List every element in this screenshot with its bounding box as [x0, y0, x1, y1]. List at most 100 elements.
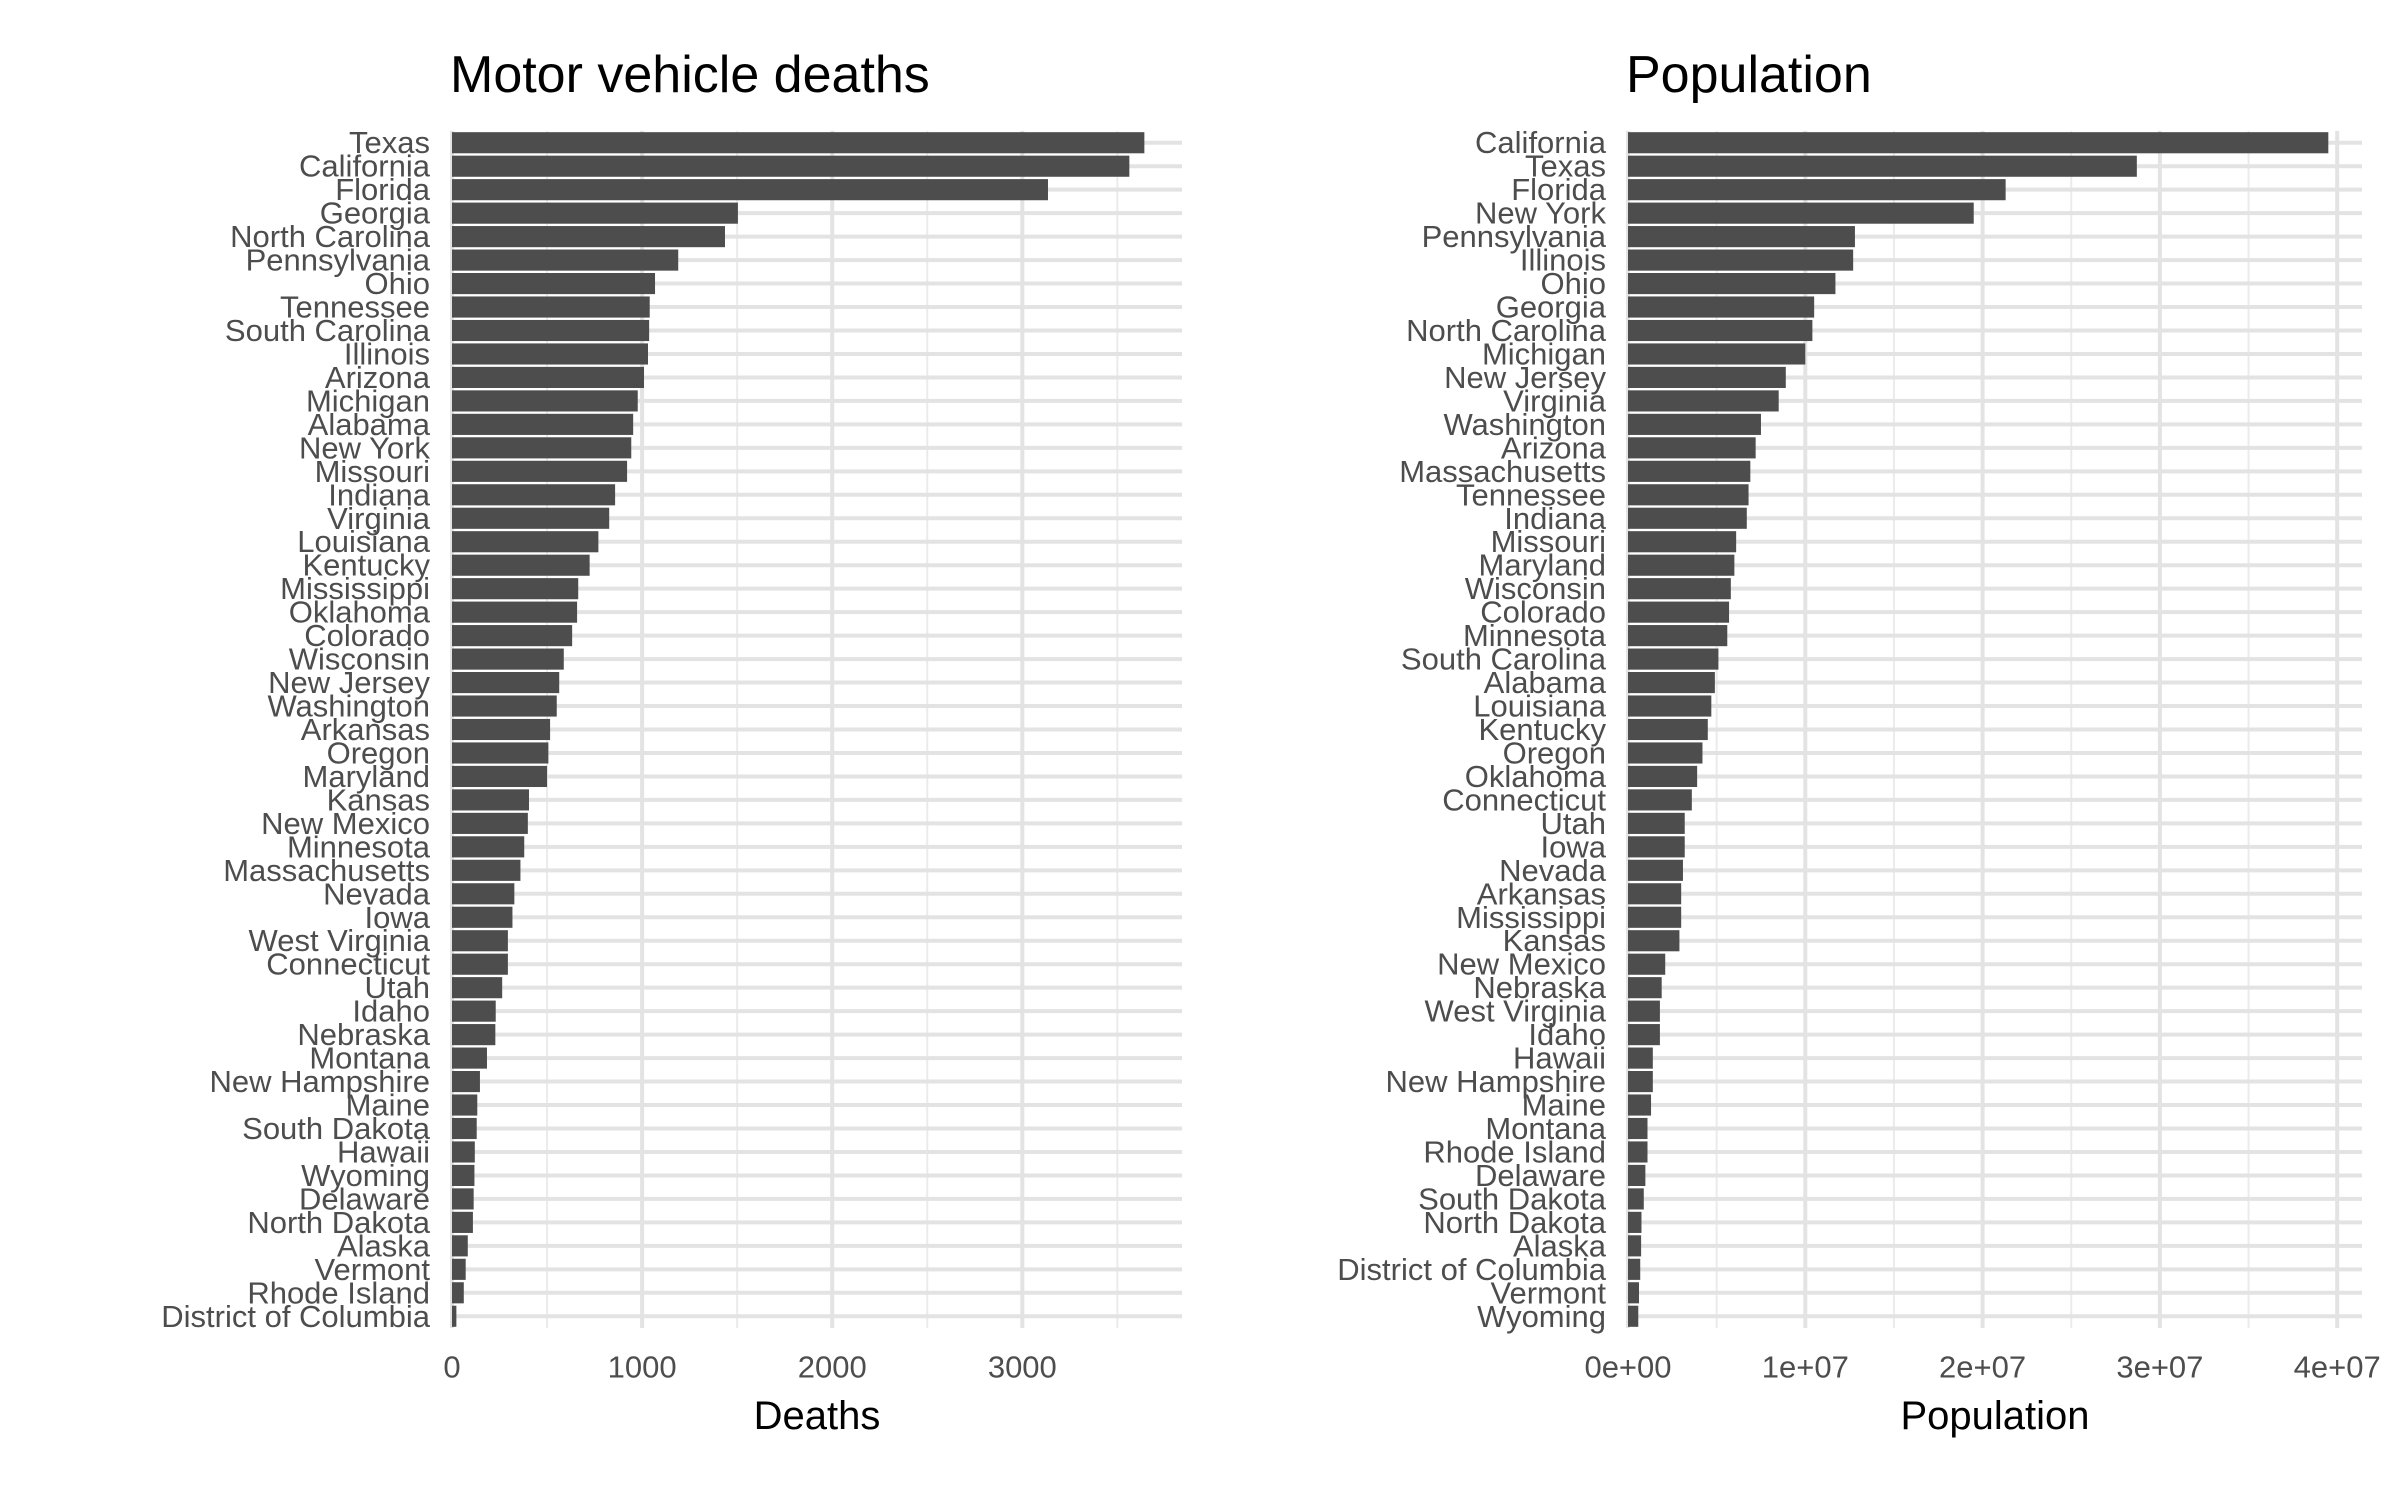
- bar-arkansas: [452, 718, 551, 741]
- bar-arkansas: [1628, 883, 1682, 905]
- y-tick-label-arkansas: Arkansas: [301, 712, 430, 747]
- y-tick-label-new-mexico: New Mexico: [1437, 947, 1606, 982]
- y-tick-label-oklahoma: Oklahoma: [1465, 759, 1607, 794]
- bar-illinois: [1628, 249, 1854, 271]
- bar-texas: [452, 132, 1145, 154]
- y-tick-label-colorado: Colorado: [304, 618, 430, 653]
- y-tick-label-maine: Maine: [1522, 1088, 1606, 1123]
- y-tick-label-georgia: Georgia: [1496, 290, 1607, 325]
- bar-georgia: [1628, 296, 1815, 318]
- y-tick-label-massachusetts: Massachusetts: [1399, 454, 1606, 489]
- y-tick-label-south-dakota: South Dakota: [1418, 1181, 1607, 1216]
- bar-oregon: [1628, 742, 1703, 764]
- y-tick-label-iowa: Iowa: [365, 900, 431, 935]
- y-tick-label-new-jersey: New Jersey: [1444, 360, 1606, 395]
- y-tick-label-louisiana: Louisiana: [1473, 689, 1606, 724]
- bar-rhode-island: [452, 1282, 464, 1304]
- y-tick-label-south-dakota: South Dakota: [242, 1111, 431, 1146]
- bar-iowa: [452, 906, 513, 928]
- y-tick-label-missouri: Missouri: [315, 454, 430, 489]
- y-tick-label-georgia: Georgia: [320, 196, 431, 231]
- bar-maine: [1628, 1094, 1652, 1116]
- bar-maryland: [452, 765, 548, 788]
- y-tick-label-rhode-island: Rhode Island: [247, 1275, 430, 1310]
- x-tick-label: 1000: [608, 1350, 677, 1385]
- y-tick-label-district-of-columbia: District of Columbia: [1337, 1252, 1606, 1287]
- y-tick-label-vermont: Vermont: [315, 1252, 431, 1287]
- y-tick-label-texas: Texas: [349, 125, 430, 160]
- y-tick-label-illinois: Illinois: [344, 336, 430, 371]
- y-tick-label-delaware: Delaware: [1475, 1158, 1606, 1193]
- bar-mississippi: [452, 578, 579, 600]
- y-tick-label-connecticut: Connecticut: [266, 947, 430, 982]
- y-tick-label-utah: Utah: [365, 970, 430, 1005]
- y-tick-label-michigan: Michigan: [1482, 336, 1606, 371]
- bar-montana: [1628, 1117, 1648, 1140]
- bar-idaho: [1628, 1024, 1660, 1046]
- bar-vermont: [1628, 1282, 1639, 1304]
- y-tick-label-arizona: Arizona: [325, 360, 431, 395]
- y-tick-label-north-dakota: North Dakota: [1423, 1205, 1606, 1240]
- y-tick-label-kentucky: Kentucky: [302, 548, 430, 583]
- y-tick-label-texas: Texas: [1525, 149, 1606, 184]
- bar-nebraska: [452, 1024, 496, 1046]
- bar-oklahoma: [452, 601, 578, 623]
- y-tick-label-alabama: Alabama: [1484, 665, 1607, 700]
- bar-louisiana: [452, 531, 599, 553]
- y-tick-label-tennessee: Tennessee: [1456, 477, 1606, 512]
- y-tick-label-california: California: [1475, 125, 1607, 160]
- bar-florida: [1628, 179, 2006, 201]
- bar-connecticut: [452, 953, 508, 975]
- y-tick-label-indiana: Indiana: [1504, 501, 1606, 536]
- bar-kansas: [1628, 930, 1680, 952]
- bar-oregon: [452, 742, 549, 764]
- y-tick-label-virginia: Virginia: [1503, 383, 1607, 418]
- bar-california: [452, 155, 1130, 177]
- y-tick-label-arkansas: Arkansas: [1477, 876, 1606, 911]
- y-tick-label-idaho: Idaho: [1528, 1017, 1606, 1052]
- bar-new-hampshire: [1628, 1070, 1653, 1093]
- y-tick-label-new-hampshire: New Hampshire: [1385, 1064, 1606, 1099]
- bar-west-virginia: [1628, 1000, 1660, 1022]
- y-tick-label-nebraska: Nebraska: [1473, 970, 1606, 1005]
- y-tick-label-missouri: Missouri: [1491, 524, 1606, 559]
- bar-district-of-columbia: [452, 1305, 457, 1327]
- y-tick-label-connecticut: Connecticut: [1442, 782, 1606, 817]
- bar-utah: [452, 977, 503, 999]
- y-tick-label-north-carolina: North Carolina: [230, 219, 431, 254]
- bar-iowa: [1628, 836, 1685, 858]
- x-tick-label: 0: [443, 1350, 460, 1385]
- bar-new-mexico: [1628, 953, 1666, 975]
- y-tick-label-oregon: Oregon: [327, 735, 430, 770]
- y-tick-label-west-virginia: West Virginia: [1425, 994, 1607, 1029]
- y-tick-label-kentucky: Kentucky: [1478, 712, 1606, 747]
- y-tick-label-iowa: Iowa: [1541, 829, 1607, 864]
- bar-pennsylvania: [452, 249, 679, 271]
- bar-illinois: [452, 343, 648, 365]
- y-tick-label-wyoming: Wyoming: [301, 1158, 430, 1193]
- bar-south-dakota: [1628, 1188, 1644, 1210]
- y-tick-label-hawaii: Hawaii: [1513, 1041, 1606, 1076]
- y-tick-label-illinois: Illinois: [1520, 243, 1606, 278]
- y-tick-label-california: California: [299, 149, 431, 184]
- bar-georgia: [452, 202, 738, 224]
- y-tick-label-maryland: Maryland: [1479, 548, 1607, 583]
- bar-north-dakota: [452, 1211, 473, 1233]
- deaths-x-tick-labels: 0 1000 2000 3000: [443, 1350, 1056, 1385]
- bar-nebraska: [1628, 977, 1662, 999]
- y-tick-label-north-carolina: North Carolina: [1406, 313, 1607, 348]
- bar-arizona: [452, 366, 645, 389]
- bar-delaware: [1628, 1164, 1646, 1187]
- y-tick-label-washington: Washington: [1443, 407, 1606, 442]
- bar-ohio: [452, 272, 656, 295]
- bar-kentucky: [452, 554, 590, 576]
- y-tick-label-new-hampshire: New Hampshire: [209, 1064, 430, 1099]
- bar-missouri: [452, 460, 628, 482]
- y-tick-label-tennessee: Tennessee: [280, 290, 430, 325]
- bar-indiana: [452, 484, 616, 506]
- bar-michigan: [452, 390, 638, 412]
- y-tick-label-new-jersey: New Jersey: [268, 665, 430, 700]
- bar-new-york: [452, 437, 632, 459]
- population-x-tick-labels: 0e+00 1e+07 2e+07 3e+07 4e+07: [1584, 1350, 2380, 1385]
